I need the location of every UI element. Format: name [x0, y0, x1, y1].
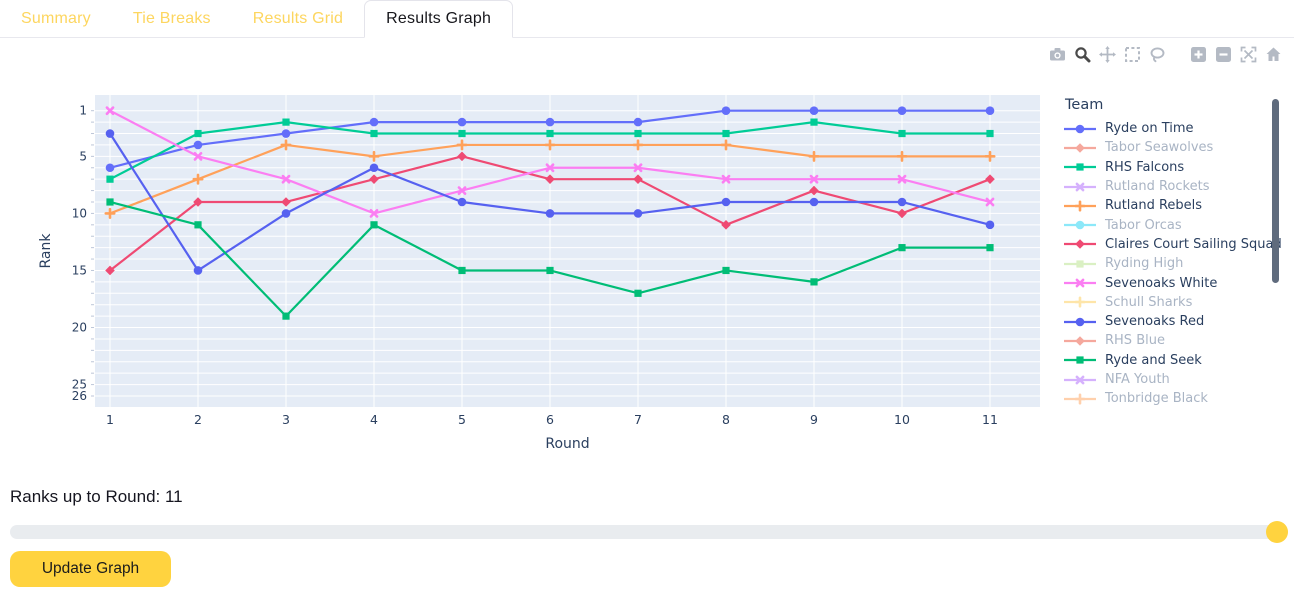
round-slider-handle[interactable] — [1266, 521, 1288, 543]
y-tick-label: 26 — [72, 389, 87, 403]
reset-home-icon[interactable] — [1265, 46, 1282, 63]
download-camera-icon[interactable] — [1049, 46, 1066, 63]
update-graph-button[interactable]: Update Graph — [10, 551, 171, 587]
x-axis-title: Round — [545, 436, 589, 452]
pan-icon[interactable] — [1099, 46, 1116, 63]
legend-label: RHS Falcons — [1105, 159, 1185, 175]
tab-bar: Summary Tie Breaks Results Grid Results … — [0, 0, 1294, 38]
legend-swatch — [1064, 239, 1096, 250]
y-tick-label: 1 — [79, 104, 87, 118]
legend-label: Tabor Seawolves — [1105, 140, 1214, 156]
y-tick-label: 5 — [79, 149, 87, 163]
x-tick-label: 1 — [106, 412, 114, 427]
legend-label: NFA Youth — [1105, 372, 1170, 387]
legend-swatch — [1064, 393, 1096, 405]
legend-title: Team — [1065, 97, 1104, 113]
legend-label: Sevenoaks White — [1105, 275, 1218, 291]
x-tick-label: 10 — [894, 412, 910, 427]
legend-label: Sevenoaks Red — [1105, 314, 1205, 330]
legend-label: Ryde and Seek — [1105, 352, 1202, 368]
x-tick-label: 2 — [194, 412, 202, 427]
tab-results-grid[interactable]: Results Grid — [252, 9, 344, 27]
legend-item-rutland-rockets[interactable]: Rutland Rockets — [1063, 177, 1278, 196]
x-tick-label: 4 — [370, 412, 378, 427]
legend-label: Claires Court Sailing Squad — [1105, 236, 1282, 252]
legend-item-nfa-youth[interactable]: NFA Youth — [1063, 370, 1278, 389]
tab-summary[interactable]: Summary — [21, 9, 91, 27]
legend-swatch — [1064, 143, 1096, 153]
legend-swatch — [1064, 317, 1096, 326]
legend-swatch — [1064, 296, 1096, 308]
y-tick-label: 25 — [72, 378, 87, 392]
legend-item-ryde-on-time[interactable]: Ryde on Time — [1063, 119, 1278, 138]
legend-scrollbar[interactable] — [1272, 99, 1279, 283]
chart-legend: Team Ryde on Time Tabor Seawolves RHS Falc… — [1063, 97, 1282, 408]
legend-item-sevenoaks-red[interactable]: Sevenoaks Red — [1063, 312, 1278, 331]
legend-item-ryde-and-seek[interactable]: Ryde and Seek — [1063, 351, 1278, 370]
legend-swatch — [1064, 163, 1096, 171]
legend-label: Tabor Orcas — [1105, 217, 1182, 233]
legend-label: Rutland Rebels — [1105, 198, 1203, 214]
y-tick-label: 10 — [72, 206, 87, 220]
legend-swatch — [1064, 336, 1096, 346]
legend-swatch — [1064, 356, 1096, 364]
ranks-up-to-round-label: Ranks up to Round: 11 — [10, 487, 183, 506]
legend-item-schull-sharks[interactable]: Schull Sharks — [1063, 293, 1278, 312]
autoscale-icon[interactable] — [1240, 46, 1257, 63]
y-tick-label: 15 — [72, 263, 87, 277]
x-tick-label: 11 — [982, 412, 998, 427]
x-tick-label: 3 — [282, 412, 290, 427]
x-tick-label: 8 — [722, 412, 730, 427]
legend-item-rhs-blue[interactable]: RHS Blue — [1063, 331, 1278, 350]
legend-item-tabor-seawolves[interactable]: Tabor Seawolves — [1063, 138, 1278, 157]
x-tick-label: 6 — [546, 412, 554, 427]
legend-item-rhs-falcons[interactable]: RHS Falcons — [1063, 158, 1278, 177]
legend-label: Tonbridge Black — [1105, 391, 1208, 407]
legend-item-rutland-rebels[interactable]: Rutland Rebels — [1063, 196, 1278, 215]
legend-swatch — [1064, 182, 1096, 191]
zoom-icon[interactable] — [1074, 46, 1091, 63]
legend-swatch — [1064, 375, 1096, 384]
zoom-in-icon[interactable] — [1190, 46, 1207, 63]
legend-label: Ryding High — [1105, 256, 1184, 272]
plot-area[interactable] — [95, 95, 1040, 407]
legend-swatch — [1064, 260, 1096, 268]
legend-label: Schull Sharks — [1105, 294, 1193, 310]
legend-swatch — [1064, 200, 1096, 212]
lasso-select-icon[interactable] — [1149, 46, 1166, 63]
legend-swatch — [1064, 124, 1096, 133]
tab-results-graph[interactable]: Results Graph — [364, 0, 514, 38]
legend-label: RHS Blue — [1105, 333, 1165, 349]
legend-label: Rutland Rockets — [1105, 179, 1210, 195]
round-slider-track[interactable] — [10, 525, 1288, 539]
box-select-icon[interactable] — [1124, 46, 1141, 63]
legend-item-tonbridge-black[interactable]: Tonbridge Black — [1063, 389, 1278, 408]
legend-item-sevenoaks-white[interactable]: Sevenoaks White — [1063, 273, 1278, 292]
zoom-out-icon[interactable] — [1215, 46, 1232, 63]
x-tick-label: 5 — [458, 412, 466, 427]
legend-item-tabor-orcas[interactable]: Tabor Orcas — [1063, 215, 1278, 234]
x-tick-label: 7 — [634, 412, 642, 427]
tab-tie-breaks[interactable]: Tie Breaks — [132, 9, 211, 27]
legend-item-ryding-high[interactable]: Ryding High — [1063, 254, 1278, 273]
legend-label: Ryde on Time — [1105, 121, 1194, 137]
y-tick-label: 20 — [72, 321, 87, 335]
chart-modebar — [1049, 46, 1282, 63]
legend-item-claires-court-sailing-squad[interactable]: Claires Court Sailing Squad — [1063, 235, 1282, 254]
legend-swatch — [1064, 278, 1096, 288]
legend-swatch — [1064, 220, 1096, 230]
y-axis-title: Rank — [38, 233, 54, 269]
x-tick-label: 9 — [810, 412, 818, 427]
